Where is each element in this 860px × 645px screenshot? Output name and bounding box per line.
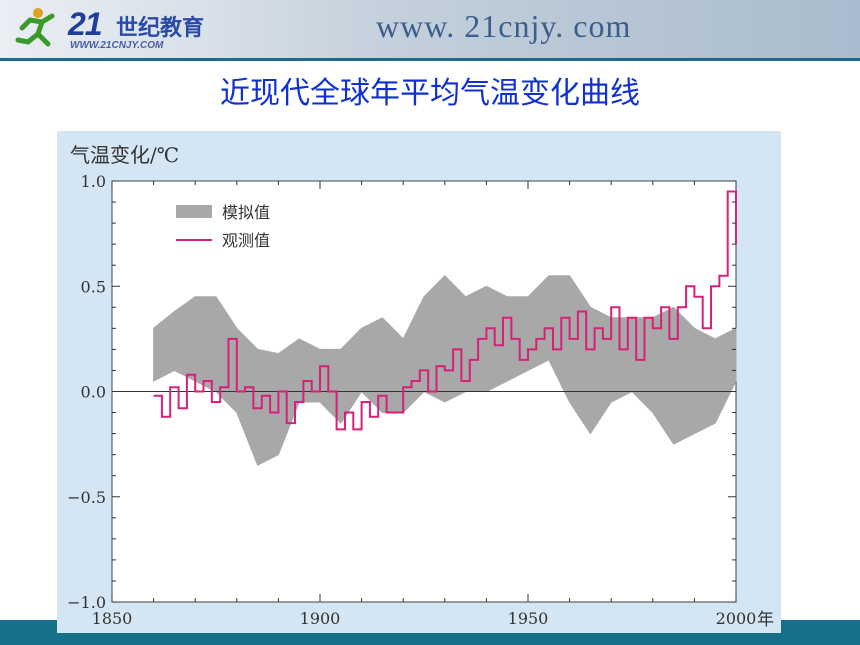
legend-simulated-label: 模拟值 <box>222 203 270 222</box>
y-tick-label: −1.0 <box>67 593 106 612</box>
site-url-text[interactable]: www. 21cnjy. com <box>376 8 632 44</box>
y-axis-label: 气温变化/℃ <box>70 143 179 167</box>
observed-line <box>153 190 737 431</box>
page-title: 近现代全球年平均气温变化曲线 <box>220 76 640 111</box>
legend-simulated-swatch <box>176 205 212 218</box>
x-axis-label: 年 <box>757 610 774 630</box>
logo-url: WWW.21CNJY.COM <box>70 40 164 51</box>
x-tick-label: 1950 <box>508 609 549 628</box>
x-tick-label: 2000 <box>716 609 757 628</box>
logo-text: 世纪教育 <box>116 16 205 41</box>
y-tick-label: −0.5 <box>67 488 106 507</box>
y-tick-label: 1.0 <box>81 172 106 191</box>
y-tick-label: 0.0 <box>81 383 106 402</box>
runner-icon <box>15 8 55 47</box>
logo-number: 21 <box>68 6 103 42</box>
site-logo[interactable]: 21 世纪教育 WWW.21CNJY.COM <box>8 4 226 52</box>
x-tick-label: 1850 <box>92 609 133 628</box>
site-banner: 21 世纪教育 WWW.21CNJY.COM www. 21cnjy. com <box>0 0 860 61</box>
x-tick-label: 1900 <box>300 609 341 628</box>
legend-observed-label: 观测值 <box>222 231 270 250</box>
y-tick-label: 0.5 <box>81 277 106 296</box>
